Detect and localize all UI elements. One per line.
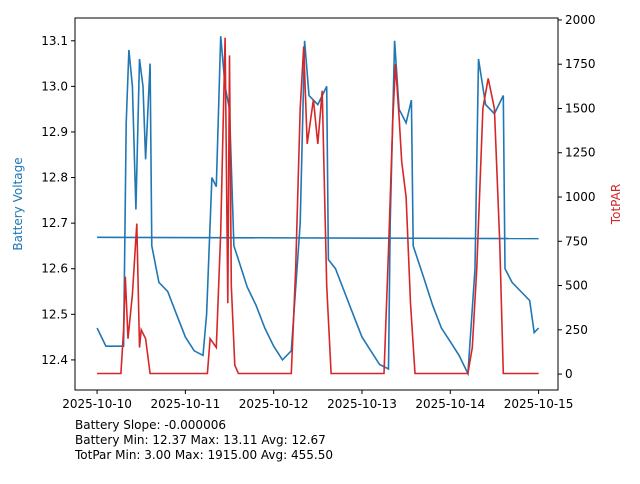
y-tick-label: 12.9 bbox=[41, 125, 68, 139]
y2-tick-label: 1750 bbox=[565, 57, 596, 71]
y2-tick-label: 750 bbox=[565, 234, 588, 248]
y-tick-label: 13.0 bbox=[41, 79, 68, 93]
y-axis-label: Battery Voltage bbox=[11, 157, 25, 250]
y2-tick-label: 1000 bbox=[565, 190, 596, 204]
y-tick-label: 12.6 bbox=[41, 262, 68, 276]
x-tick-label: 2025-10-11 bbox=[150, 397, 220, 411]
series-line bbox=[96, 36, 540, 377]
x-tick-label: 2025-10-15 bbox=[504, 397, 574, 411]
stats-note: TotPar Min: 3.00 Max: 1915.00 Avg: 455.5… bbox=[74, 448, 333, 462]
series-line bbox=[97, 37, 539, 375]
y-tick-label: 13.1 bbox=[41, 34, 68, 48]
x-tick-label: 2025-10-10 bbox=[62, 397, 132, 411]
stats-note: Battery Min: 12.37 Max: 13.11 Avg: 12.67 bbox=[75, 433, 326, 447]
plot-frame bbox=[74, 17, 559, 391]
x-tick-label: 2025-10-14 bbox=[415, 397, 485, 411]
x-tick-label: 2025-10-13 bbox=[327, 397, 397, 411]
y2-tick-label: 0 bbox=[565, 367, 573, 381]
y2-tick-label: 1500 bbox=[565, 101, 596, 115]
y-tick-label: 12.8 bbox=[41, 171, 68, 185]
y-tick-label: 12.7 bbox=[41, 216, 68, 230]
y2-tick-label: 2000 bbox=[565, 13, 596, 27]
y2-tick-label: 500 bbox=[565, 279, 588, 293]
y2-tick-label: 250 bbox=[565, 323, 588, 337]
x-tick-label: 2025-10-12 bbox=[239, 397, 309, 411]
y-tick-label: 12.4 bbox=[41, 353, 68, 367]
stats-note: Battery Slope: -0.000006 bbox=[75, 418, 226, 432]
y2-axis-label: TotPAR bbox=[609, 184, 623, 225]
y-tick-label: 12.5 bbox=[41, 307, 68, 321]
series-line bbox=[97, 236, 539, 240]
y2-tick-label: 1250 bbox=[565, 146, 596, 160]
